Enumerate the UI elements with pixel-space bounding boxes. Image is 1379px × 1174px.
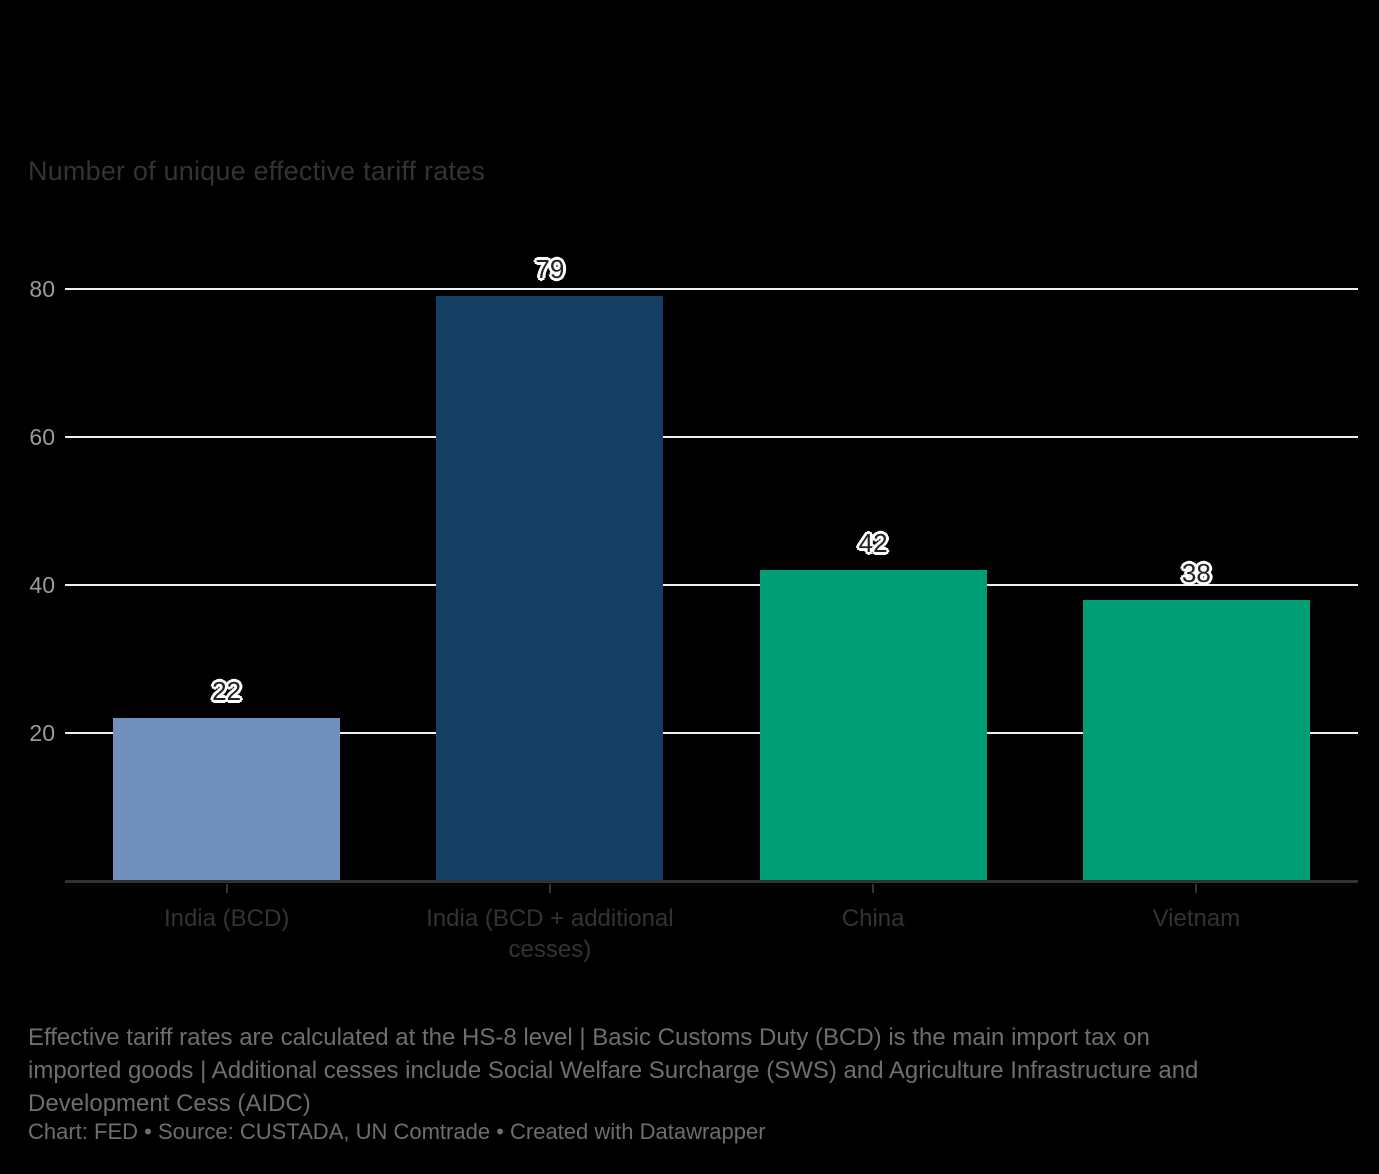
- chart-note-line-2: imported goods | Additional cesses inclu…: [28, 1057, 1199, 1084]
- value-label-china: 42: [858, 528, 888, 559]
- x-axis-label-china: China: [841, 905, 905, 932]
- value-label-india-bcd: 22: [212, 676, 242, 707]
- value-label-vietnam: 38: [1181, 557, 1211, 588]
- chart-notes: Effective tariff rates are calculated at…: [28, 1021, 1358, 1120]
- chart-attribution: Chart: FED • Source: CUSTADA, UN Comtrad…: [28, 1119, 766, 1144]
- chart-title: Number of unique effective tariff rates: [28, 156, 486, 186]
- value-label-india-bcd-additional-cesses: 79: [535, 254, 565, 285]
- x-axis-tick-china: [872, 884, 875, 893]
- x-axis-label-vietnam: Vietnam: [1152, 905, 1241, 932]
- gridline-40: [65, 584, 1358, 586]
- bar-china[interactable]: [759, 570, 987, 881]
- x-axis-baseline: [65, 880, 1358, 883]
- y-axis-tick-label-60: 60: [29, 424, 55, 450]
- y-axis-tick-label-40: 40: [29, 572, 55, 598]
- x-axis-tick-india-bcd: [225, 884, 228, 893]
- x-axis-tick-india-bcd-additional-cesses: [548, 884, 551, 893]
- plot-area: 20 40 60 80 22 India (BCD) 79 India (BCD + addi…: [29, 254, 1358, 963]
- bar-india-bcd-additional-cesses[interactable]: [436, 296, 664, 881]
- x-axis-label-india-bcd: India (BCD): [163, 905, 290, 932]
- chart-note-line-1: Effective tariff rates are calculated at…: [28, 1024, 1150, 1051]
- gridline-80: [65, 288, 1358, 290]
- bar-india-bcd[interactable]: [113, 718, 341, 881]
- x-axis-label-india-bcd-additional-cesses: India (BCD + additional cesses): [426, 905, 674, 963]
- chart-note-line-3: Development Cess (AIDC): [28, 1090, 311, 1117]
- x-axis-tick-vietnam: [1195, 884, 1198, 893]
- y-axis-tick-label-20: 20: [29, 720, 55, 746]
- gridline-60: [65, 436, 1358, 438]
- y-axis-tick-label-80: 80: [29, 276, 55, 302]
- gridline-20: [65, 732, 1358, 734]
- bar-vietnam[interactable]: [1082, 599, 1310, 881]
